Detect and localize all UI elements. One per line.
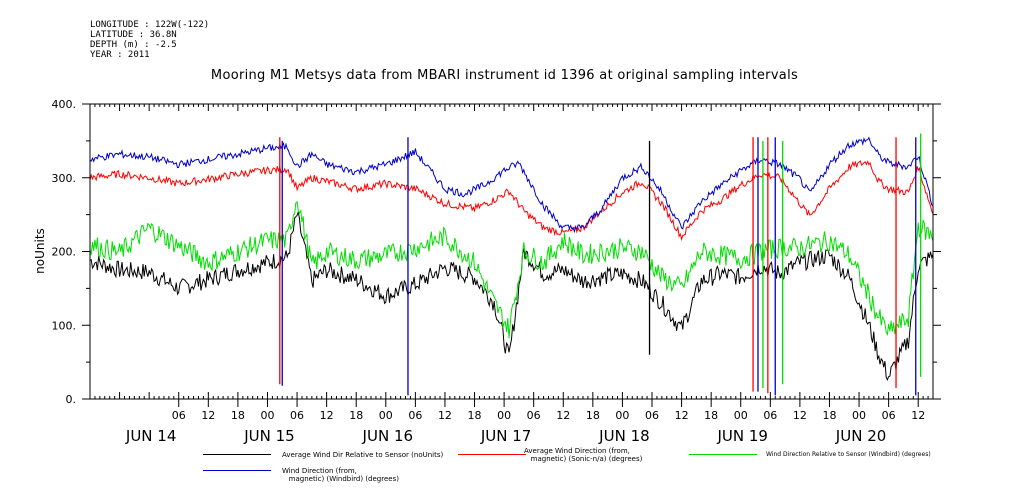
y-tick-label: 300. <box>52 172 77 185</box>
y-axis-label: noUnits <box>33 228 47 274</box>
x-tick-label: 12 <box>438 409 452 422</box>
y-tick-label: 0. <box>66 393 77 406</box>
x-tick-label: 06 <box>172 409 186 422</box>
series-line-3 <box>89 200 934 339</box>
legend-label-3: Wind Direction Relative to Sensor (Windb… <box>766 451 931 458</box>
x-day-label: JUN 20 <box>835 427 886 445</box>
legend-label-1: Average Wind Dir Relative to Sensor (noU… <box>282 451 444 459</box>
y-tick-label: 200. <box>52 246 77 259</box>
x-day-label: JUN 15 <box>243 427 294 445</box>
chart-title: Mooring M1 Metsys data from MBARI instru… <box>210 68 799 83</box>
series-line-1 <box>89 211 934 381</box>
x-tick-label: 06 <box>763 409 777 422</box>
y-tick-label: 100. <box>52 319 77 332</box>
x-tick-label: 12 <box>675 409 689 422</box>
x-tick-label: 00 <box>379 409 393 422</box>
series-line-4 <box>89 136 934 234</box>
x-tick-label: 18 <box>231 409 245 422</box>
x-tick-label: 06 <box>645 409 659 422</box>
legend-label-2: Average Wind Direction (from, magnetic) … <box>524 447 643 463</box>
x-tick-label: 00 <box>734 409 748 422</box>
metadata-block: LONGITUDE : 122W(-122) LATITUDE : 36.8N … <box>90 20 209 60</box>
x-tick-label: 12 <box>320 409 334 422</box>
x-tick-label: 06 <box>290 409 304 422</box>
x-tick-label: 00 <box>260 409 274 422</box>
x-day-label: JUN 16 <box>362 427 413 445</box>
x-tick-label: 00 <box>497 409 511 422</box>
legend-label-4: Wind Direction (from, magnetic) (Windbir… <box>282 467 399 483</box>
x-tick-label: 12 <box>556 409 570 422</box>
legend-line-4 <box>203 470 271 471</box>
x-tick-label: 12 <box>201 409 215 422</box>
x-day-label: JUN 18 <box>598 427 649 445</box>
depth-label: DEPTH (m) : -2.5 <box>90 40 177 50</box>
x-tick-label: 18 <box>468 409 482 422</box>
x-tick-label: 12 <box>793 409 807 422</box>
x-tick-label: 06 <box>408 409 422 422</box>
plot-frame <box>89 103 934 400</box>
x-tick-label: 18 <box>704 409 718 422</box>
x-tick-label: 06 <box>527 409 541 422</box>
latitude-label: LATITUDE : 36.8N <box>90 30 177 40</box>
x-day-label: JUN 14 <box>125 427 176 445</box>
x-day-label: JUN 17 <box>480 427 531 445</box>
x-day-label: JUN 19 <box>716 427 767 445</box>
x-tick-label: 18 <box>586 409 600 422</box>
x-tick-label: 18 <box>349 409 363 422</box>
legend-line-3 <box>689 454 757 455</box>
series-line-2 <box>89 160 934 242</box>
longitude-label: LONGITUDE : 122W(-122) <box>90 20 210 30</box>
x-tick-label: 06 <box>882 409 896 422</box>
y-tick-label: 400. <box>52 98 77 111</box>
x-tick-label: 00 <box>852 409 866 422</box>
year-label: YEAR : 2011 <box>90 50 150 60</box>
x-tick-label: 18 <box>822 409 836 422</box>
x-tick-label: 00 <box>615 409 629 422</box>
legend-line-1 <box>203 454 271 455</box>
x-tick-label: 12 <box>911 409 925 422</box>
legend-line-2 <box>458 454 526 455</box>
